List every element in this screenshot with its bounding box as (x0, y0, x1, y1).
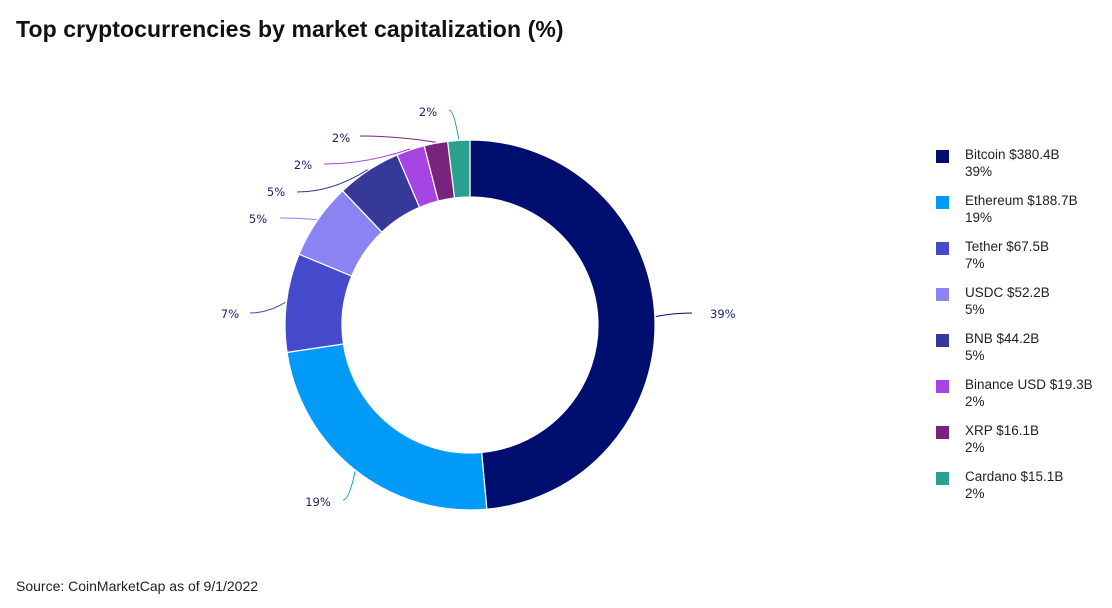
slice-label-ethereum: 19% (305, 495, 331, 509)
legend-swatch (936, 426, 949, 439)
leader-line-binance (323, 148, 411, 165)
donut-chart: 39% 19% 7% 5%5% 2% 2% 2% (221, 105, 736, 511)
legend-swatch (936, 472, 949, 485)
legend-percent: 7% (965, 256, 985, 271)
source-note: Source: CoinMarketCap as of 9/1/2022 (16, 578, 259, 594)
legend-swatch (936, 196, 949, 209)
legend-label: XRP $16.1B (965, 423, 1040, 438)
leader-line-usdc (279, 217, 317, 221)
slice-ethereum (286, 343, 488, 511)
legend-percent: 19% (965, 210, 993, 225)
legend-percent: 5% (965, 348, 985, 363)
slice-label-cardano: 2% (419, 105, 437, 119)
leader-line-bnb (296, 169, 368, 193)
legend-label: USDC $52.2B (965, 285, 1050, 300)
slice-label-usdc: 5% (249, 212, 267, 226)
legend-item-ethereum: Ethereum $188.7B 19% (936, 192, 1106, 238)
legend-item-bitcoin: Bitcoin $380.4B 39% (936, 146, 1106, 192)
legend-swatch (936, 288, 949, 301)
leader-line-bitcoin (655, 312, 693, 318)
legend-item-cardano: Cardano $15.1B 2% (936, 468, 1106, 514)
legend-item-binance: Binance USD $19.3B 2% (936, 376, 1106, 422)
legend-item-usdc: USDC $52.2B 5% (936, 284, 1106, 330)
legend-label: Cardano $15.1B (965, 469, 1064, 484)
legend-swatch (936, 334, 949, 347)
slice-label-bnb: 5% (267, 185, 285, 199)
legend-swatch (936, 242, 949, 255)
legend-percent: 2% (965, 394, 985, 409)
legend-label: Bitcoin $380.4B (965, 147, 1060, 162)
legend-label: Binance USD $19.3B (965, 377, 1093, 392)
legend: Bitcoin $380.4B 39% Ethereum $188.7B 19% Tet… (936, 146, 1106, 514)
legend-swatch (936, 150, 949, 163)
slice-label-binance: 2% (294, 158, 312, 172)
legend-percent: 2% (965, 486, 985, 501)
legend-item-tether: Tether $67.5B 7% (936, 238, 1106, 284)
leader-line-xrp (359, 135, 436, 143)
legend-label: Ethereum $188.7B (965, 193, 1078, 208)
legend-item-xrp: XRP $16.1B 2% (936, 422, 1106, 468)
slice-label-tether: 7% (221, 307, 239, 321)
leader-line-tether (249, 301, 286, 314)
leader-line-cardano (448, 109, 460, 140)
legend-swatch (936, 380, 949, 393)
slice-bitcoin (469, 139, 656, 510)
legend-percent: 39% (965, 164, 993, 179)
slice-label-xrp: 2% (332, 131, 350, 145)
slice-label-bitcoin: 39% (710, 307, 736, 321)
slice-cardano (446, 139, 471, 199)
leader-line-ethereum (342, 471, 356, 501)
legend-label: BNB $44.2B (965, 331, 1040, 346)
legend-label: Tether $67.5B (965, 239, 1050, 254)
chart-title: Top cryptocurrencies by market capitaliz… (16, 16, 564, 42)
legend-percent: 5% (965, 302, 985, 317)
legend-item-bnb: BNB $44.2B 5% (936, 330, 1106, 376)
legend-percent: 2% (965, 440, 985, 455)
